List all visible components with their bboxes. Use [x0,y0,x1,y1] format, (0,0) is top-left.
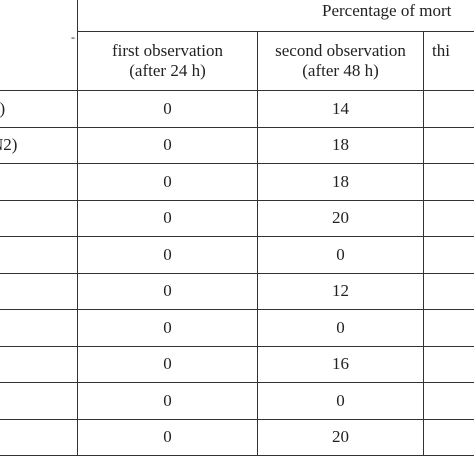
col-header-first-observation: first observation (after 24 h) [77,31,258,91]
row-label-cell [0,345,78,383]
row-label-cell: 1) [0,90,78,128]
row-label-cell [0,272,78,310]
cell-third-observation [423,90,474,128]
corner-mark: - [71,30,75,44]
group-header-cell: Percentage of mort [77,0,474,32]
cell-third-observation [423,309,474,347]
cell-third-observation [423,236,474,274]
header-row-group: - Percentage of mort [0,0,474,91]
table-row: 0 16 [0,345,474,383]
cell-second-observation: 16 [257,345,424,383]
row-label-cell: N2) [0,126,78,164]
row-label-text: ) [0,98,6,118]
row-label-cell [0,163,78,201]
cell-first-observation: 0 [77,345,258,383]
row-label-cell [0,199,78,237]
cell-first-observation: 0 [77,126,258,164]
cell-third-observation [423,345,474,383]
col-header-line2 [432,61,474,81]
cell-third-observation [423,272,474,310]
row-label-cell [0,382,78,420]
row-label-cell [0,418,78,456]
cell-second-observation: 0 [257,382,424,420]
header-row-columns: first observation (after 24 h) second ob… [0,31,474,91]
cell-second-observation: 0 [257,309,424,347]
col-header-second-observation: second observation (after 48 h) [257,31,424,91]
cell-third-observation [423,163,474,201]
table-row: 0 20 [0,199,474,237]
cell-second-observation: 14 [257,90,424,128]
cell-first-observation: 0 [77,163,258,201]
cell-first-observation: 0 [77,199,258,237]
col-header-line1: first observation [112,41,223,60]
cell-second-observation: 0 [257,236,424,274]
table-row: 0 20 [0,418,474,456]
table-row: 1)014 [0,90,474,128]
table-row: 0 18 [0,163,474,201]
cell-third-observation [423,418,474,456]
cell-first-observation: 0 [77,90,258,128]
table-row: 0 12 [0,272,474,310]
cell-second-observation: 20 [257,199,424,237]
cell-third-observation [423,126,474,164]
col-header-line2: (after 48 h) [302,61,379,80]
cell-second-observation: 18 [257,126,424,164]
cell-second-observation: 12 [257,272,424,310]
col-header-third-observation: thi [423,31,474,91]
mortality-table: - Percentage of mort first observation (… [0,0,474,456]
cell-third-observation [423,382,474,420]
cell-second-observation: 18 [257,163,424,201]
row-label-cell [0,236,78,274]
col-header-line1: second observation [275,41,406,60]
corner-cell: - [0,0,78,91]
cell-first-observation: 0 [77,309,258,347]
cell-third-observation [423,199,474,237]
col-header-line2: (after 24 h) [129,61,206,80]
cell-second-observation: 20 [257,418,424,456]
row-label-text: N2) [0,135,18,155]
cell-first-observation: 0 [77,418,258,456]
group-title: Percentage of mort [322,1,452,20]
table-row: N2) 018 [0,126,474,164]
cell-first-observation: 0 [77,382,258,420]
cell-first-observation: 0 [77,272,258,310]
cell-first-observation: 0 [77,236,258,274]
row-label-cell [0,309,78,347]
col-header-line1: thi [432,41,450,60]
